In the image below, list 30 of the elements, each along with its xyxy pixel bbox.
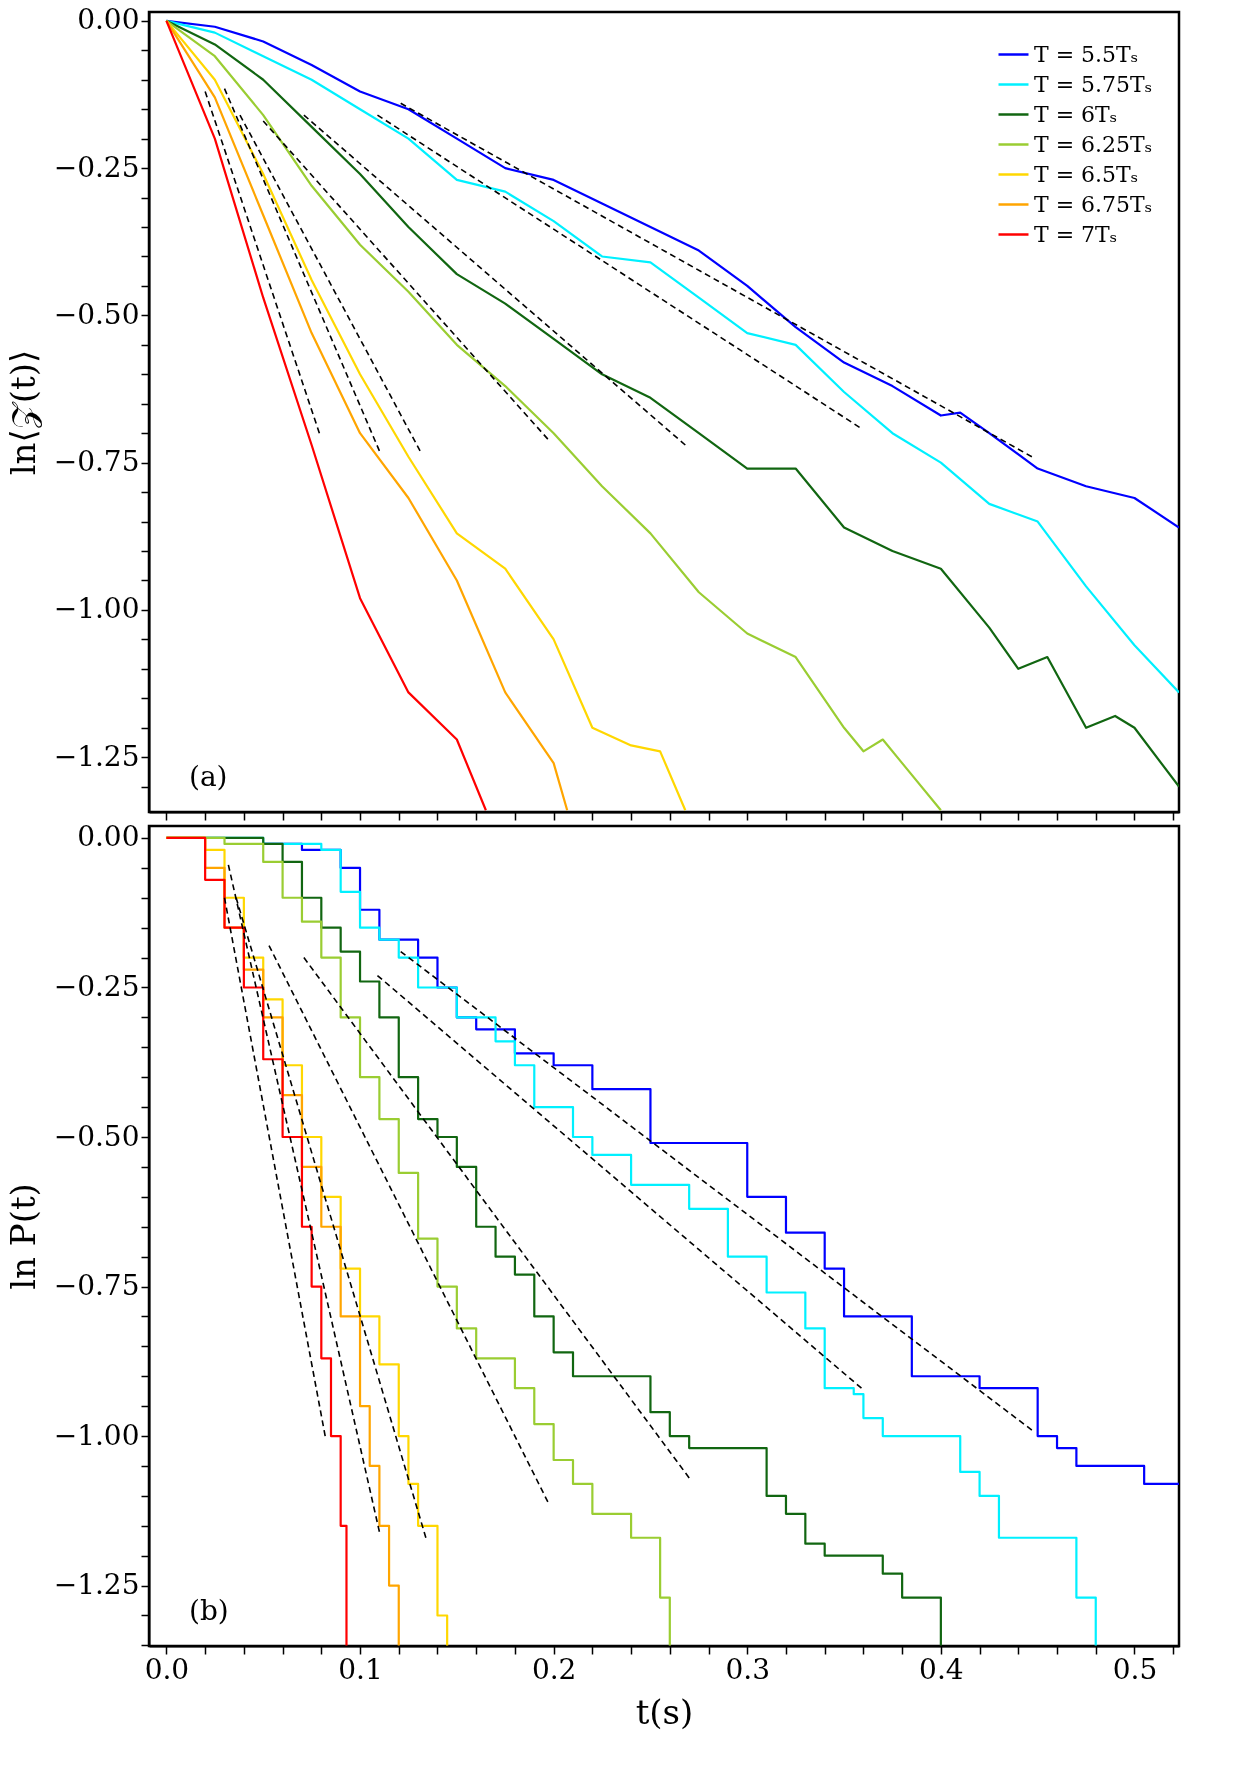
y-tick-label: 0.00 [77, 3, 140, 37]
y-tick-label: −0.25 [53, 969, 140, 1003]
y-tick-label: 0.00 [77, 820, 140, 854]
x-tick-label: 0.1 [338, 1652, 383, 1686]
y-tick-label: −1.00 [53, 1418, 140, 1452]
annotation: (b) [189, 1594, 229, 1627]
y-tick-label: −0.50 [53, 1119, 140, 1153]
annotation: (a) [189, 760, 228, 793]
x-tick-label: 0.5 [1112, 1652, 1158, 1686]
legend-label: T = 6.75Tₛ [1034, 191, 1153, 217]
x-tick-label: 0.2 [531, 1652, 577, 1686]
x-tick-label: 0.0 [144, 1652, 190, 1686]
y-tick-label: −0.75 [53, 1269, 140, 1303]
legend-label: T = 5.75Tₛ [1034, 71, 1153, 97]
legend-label: T = 6.5Tₛ [1034, 161, 1139, 187]
y-tick-label: −0.75 [53, 445, 140, 479]
y-axis-title: ln⟨𝒵(t)⟩ [2, 349, 43, 476]
x-axis-title: t(s) [635, 1691, 694, 1732]
x-tick-label: 0.4 [919, 1652, 964, 1686]
x-tick-label: 0.3 [725, 1652, 771, 1686]
y-tick-label: −1.00 [53, 592, 140, 626]
y-tick-label: −1.25 [53, 1568, 140, 1602]
y-tick-label: −1.25 [53, 739, 140, 773]
legend-label: T = 6Tₛ [1034, 101, 1118, 127]
y-axis-title: ln P(t) [2, 1183, 43, 1290]
legend-label: T = 6.25Tₛ [1034, 131, 1153, 157]
legend-label: T = 5.5Tₛ [1034, 41, 1139, 67]
y-tick-label: −0.25 [53, 150, 140, 184]
y-tick-label: −0.50 [53, 297, 140, 331]
legend-label: T = 7Tₛ [1034, 221, 1118, 247]
